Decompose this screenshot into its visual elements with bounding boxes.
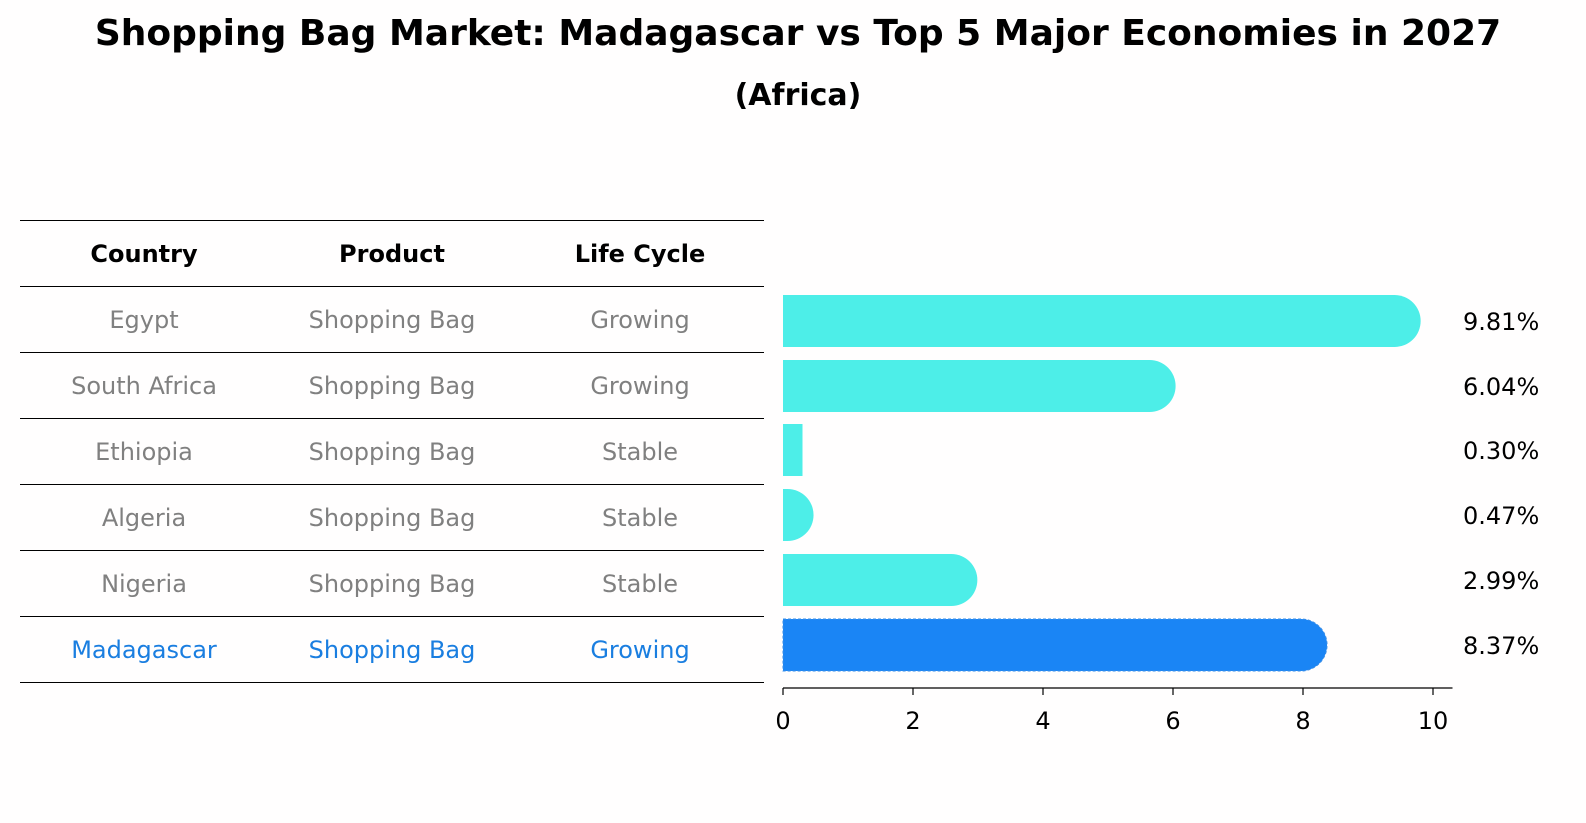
bar-ethiopia bbox=[783, 424, 803, 476]
table-row: Ethiopia Shopping Bag Stable bbox=[20, 418, 764, 484]
value-label: 6.04% bbox=[1463, 373, 1539, 401]
life-cycle-cell: Growing bbox=[590, 305, 690, 334]
life-cycle-cell: Stable bbox=[601, 437, 679, 466]
x-tick-label: 10 bbox=[1418, 707, 1449, 735]
value-label: 0.47% bbox=[1463, 502, 1539, 530]
product-cell: Shopping Bag bbox=[308, 569, 476, 598]
x-tick-label: 4 bbox=[1035, 707, 1050, 735]
bar-madagascar bbox=[783, 619, 1328, 671]
header-life-cycle: Life Cycle bbox=[574, 239, 706, 268]
table-row: Egypt Shopping Bag Growing bbox=[20, 286, 764, 352]
bar-algeria bbox=[783, 489, 814, 541]
data-table: Country Product Life Cycle Egypt Shoppin… bbox=[20, 220, 764, 683]
life-cycle-cell: Stable bbox=[601, 569, 679, 598]
chart-title: Shopping Bag Market: Madagascar vs Top 5… bbox=[94, 13, 1502, 54]
product-cell: Shopping Bag bbox=[308, 371, 476, 400]
header-country: Country bbox=[90, 239, 198, 268]
chart-subtitle: (Africa) bbox=[734, 78, 862, 113]
product-cell: Shopping Bag bbox=[308, 437, 476, 466]
country-cell: Egypt bbox=[109, 305, 179, 334]
table-row: Nigeria Shopping Bag Stable bbox=[20, 550, 764, 616]
x-tick-label: 6 bbox=[1165, 707, 1180, 735]
table-row: South Africa Shopping Bag Growing bbox=[20, 352, 764, 418]
value-label: 2.99% bbox=[1463, 567, 1539, 595]
bar-egypt bbox=[783, 295, 1421, 347]
x-tick-label: 2 bbox=[905, 707, 920, 735]
country-cell: South Africa bbox=[71, 371, 217, 400]
x-tick-label: 0 bbox=[775, 707, 790, 735]
country-cell: Nigeria bbox=[101, 569, 187, 598]
table-header-row: Country Product Life Cycle bbox=[20, 220, 764, 286]
value-label: 0.30% bbox=[1463, 437, 1539, 465]
x-tick-label: 8 bbox=[1295, 707, 1310, 735]
product-cell: Shopping Bag bbox=[308, 635, 476, 664]
life-cycle-cell: Growing bbox=[590, 635, 690, 664]
product-cell: Shopping Bag bbox=[308, 503, 476, 532]
life-cycle-cell: Stable bbox=[601, 503, 679, 532]
country-cell: Madagascar bbox=[71, 635, 217, 664]
life-cycle-cell: Growing bbox=[590, 371, 690, 400]
country-cell: Algeria bbox=[101, 503, 187, 532]
country-cell: Ethiopia bbox=[95, 437, 193, 466]
header-product: Product bbox=[339, 239, 445, 268]
value-label: 8.37% bbox=[1463, 632, 1539, 660]
bar-nigeria bbox=[783, 554, 978, 606]
bar-highlight-outline bbox=[782, 618, 1328, 672]
bar-south-africa bbox=[783, 360, 1176, 412]
table-row: Algeria Shopping Bag Stable bbox=[20, 484, 764, 550]
table-row-highlight: Madagascar Shopping Bag Growing bbox=[20, 616, 764, 683]
value-label: 9.81% bbox=[1463, 308, 1539, 336]
product-cell: Shopping Bag bbox=[308, 305, 476, 334]
